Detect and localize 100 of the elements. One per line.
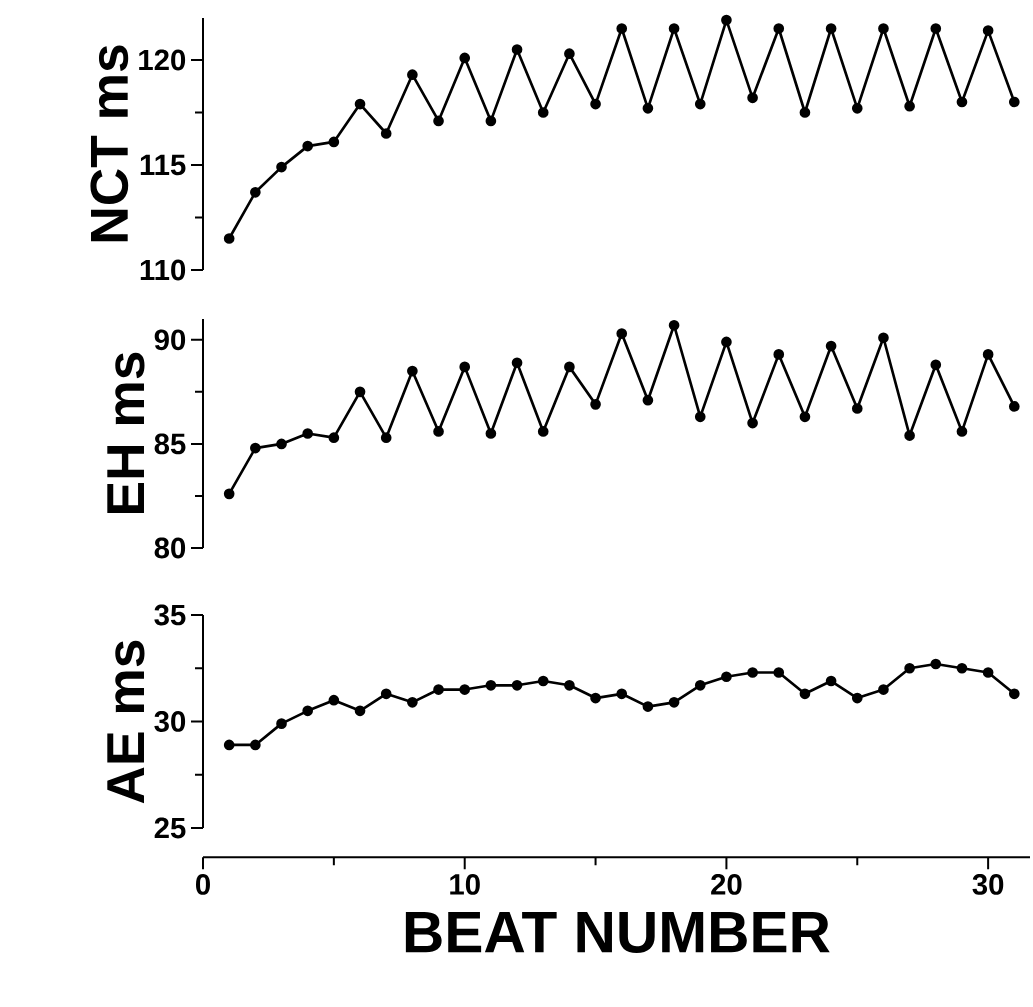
point bbox=[878, 684, 889, 695]
point bbox=[276, 718, 287, 729]
point bbox=[642, 701, 654, 712]
point bbox=[564, 679, 575, 691]
point bbox=[354, 386, 366, 398]
point bbox=[799, 107, 811, 118]
point bbox=[302, 705, 314, 717]
point bbox=[747, 92, 758, 104]
y-tick-label: 90 bbox=[154, 329, 186, 351]
point bbox=[747, 417, 758, 429]
point bbox=[930, 658, 942, 670]
point bbox=[799, 411, 811, 423]
point bbox=[721, 336, 732, 348]
y-tick-label: 85 bbox=[154, 433, 186, 455]
y-axis-title: EH ms bbox=[107, 352, 145, 513]
point bbox=[485, 115, 497, 127]
point bbox=[433, 684, 444, 695]
point bbox=[851, 102, 863, 114]
point bbox=[982, 25, 994, 36]
point bbox=[250, 442, 261, 454]
point bbox=[380, 688, 392, 700]
point bbox=[223, 488, 235, 500]
point bbox=[773, 667, 785, 678]
point bbox=[511, 679, 523, 691]
y-axis-title: NCT ms bbox=[90, 45, 129, 242]
point bbox=[433, 115, 444, 127]
point bbox=[276, 161, 287, 173]
point bbox=[616, 328, 628, 339]
point bbox=[328, 694, 340, 706]
y-axis-title: AE ms bbox=[107, 640, 145, 804]
point bbox=[407, 696, 418, 708]
point bbox=[904, 662, 915, 674]
x-axis-title: BEAT NUMBER bbox=[405, 912, 830, 953]
point bbox=[851, 403, 863, 414]
point bbox=[250, 186, 261, 198]
point bbox=[694, 679, 706, 691]
point bbox=[851, 692, 863, 704]
point bbox=[930, 23, 942, 34]
point bbox=[721, 671, 732, 683]
point bbox=[459, 361, 471, 373]
y-tick-label: 115 bbox=[140, 154, 186, 176]
point bbox=[407, 365, 418, 377]
point bbox=[956, 426, 968, 437]
point bbox=[668, 23, 680, 34]
point bbox=[302, 428, 314, 439]
point bbox=[459, 52, 471, 64]
point bbox=[773, 349, 785, 360]
point bbox=[825, 675, 837, 687]
point bbox=[276, 438, 287, 450]
x-tick-label: 20 bbox=[711, 874, 742, 895]
point bbox=[668, 319, 680, 331]
point bbox=[694, 411, 706, 423]
point bbox=[694, 98, 706, 110]
point bbox=[956, 662, 968, 674]
point bbox=[407, 69, 418, 81]
point bbox=[590, 692, 601, 704]
point bbox=[511, 357, 523, 369]
point bbox=[799, 688, 811, 700]
y-tick-label: 25 bbox=[154, 817, 186, 839]
point bbox=[904, 100, 915, 112]
point bbox=[590, 98, 601, 110]
point bbox=[642, 394, 654, 406]
y-tick-label: 80 bbox=[154, 537, 186, 559]
point bbox=[459, 684, 471, 695]
point bbox=[380, 128, 392, 139]
point bbox=[878, 23, 889, 34]
point bbox=[956, 96, 968, 108]
point bbox=[1008, 401, 1020, 412]
point bbox=[825, 23, 837, 34]
point bbox=[250, 739, 261, 751]
y-tick-label: 120 bbox=[139, 49, 186, 71]
point bbox=[616, 23, 628, 34]
point bbox=[354, 705, 366, 717]
point bbox=[537, 426, 549, 437]
point bbox=[537, 107, 549, 118]
point bbox=[904, 430, 915, 441]
y-tick-label: 35 bbox=[154, 604, 186, 626]
point bbox=[721, 14, 732, 26]
point bbox=[930, 359, 942, 371]
point bbox=[642, 102, 654, 114]
point bbox=[223, 233, 235, 244]
point bbox=[1008, 96, 1020, 108]
point bbox=[590, 399, 601, 410]
point bbox=[1008, 688, 1020, 700]
y-tick-label: 30 bbox=[154, 711, 186, 732]
point bbox=[485, 428, 497, 439]
point bbox=[328, 432, 340, 443]
point bbox=[328, 136, 340, 148]
point bbox=[878, 332, 889, 344]
point bbox=[537, 675, 549, 687]
x-tick-label: 30 bbox=[972, 874, 1004, 895]
x-tick-label: 10 bbox=[450, 874, 480, 895]
point bbox=[668, 696, 680, 708]
point bbox=[511, 44, 523, 55]
point bbox=[616, 688, 628, 700]
point bbox=[564, 361, 575, 373]
point bbox=[485, 679, 497, 691]
point bbox=[354, 98, 366, 110]
y-tick-label: 110 bbox=[140, 259, 186, 281]
point bbox=[825, 340, 837, 352]
